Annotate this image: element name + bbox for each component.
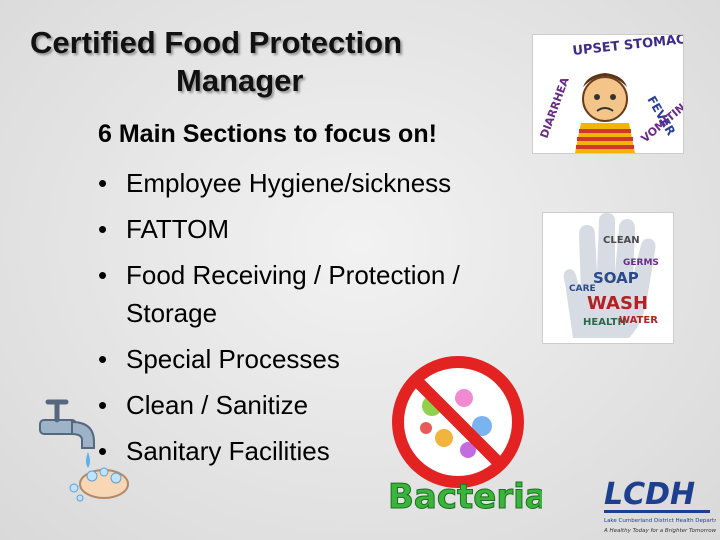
logo-tagline: A Healthy Today for a Brighter Tomorrow [603, 528, 716, 534]
hand-word: CLEAN [603, 235, 640, 246]
bullet-item: Sanitary Facilities [98, 432, 528, 470]
sick-person-icon: UPSET STOMACH DIARRHEA FEVER VOMITING [538, 31, 697, 153]
bullet-item: Employee Hygiene/sickness [98, 164, 528, 202]
hand-word: WATER [619, 315, 658, 326]
logo-icon: LCDH Lake Cumberland District Health Dep… [603, 477, 720, 534]
slide-title: Certified Food Protection Manager [30, 24, 500, 100]
bullet-list: Employee Hygiene/sickness FATTOM Food Re… [98, 164, 528, 478]
faucet-image [34, 392, 134, 504]
bullet-item: FATTOM [98, 210, 528, 248]
title-line-2: Manager [176, 63, 304, 98]
no-bacteria-icon: Bacteria [388, 356, 548, 518]
health-department-logo: LCDH Lake Cumberland District Health Dep… [598, 468, 720, 538]
sick-word: DIARRHEA [538, 75, 572, 140]
hand-word: SOAP [593, 269, 639, 287]
no-bacteria-image: Bacteria [382, 356, 548, 524]
hand-word: CARE [569, 284, 596, 294]
bacteria-label: Bacteria [388, 477, 542, 517]
hand-word: GERMS [623, 258, 659, 268]
sick-person-image: UPSET STOMACH DIARRHEA FEVER VOMITING [532, 31, 697, 154]
bullet-item: Special Processes [98, 340, 528, 378]
bullet-item: Food Receiving / Protection / Storage [98, 256, 528, 332]
title-line-1: Certified Food Protection [30, 25, 402, 60]
hand-icon: SOAP WASH CLEAN HEALTH GERMS WATER CARE [563, 213, 659, 338]
hand-word: WASH [587, 293, 648, 314]
bullet-item: Clean / Sanitize [98, 386, 528, 424]
section-heading: 6 Main Sections to focus on! [98, 120, 437, 148]
logo-line: Lake Cumberland District Health Departme… [604, 518, 716, 524]
sick-word: UPSET STOMACH [572, 35, 683, 59]
faucet-icon [39, 399, 129, 502]
logo-text: LCDH [604, 477, 695, 512]
handwashing-wordcloud-image: SOAP WASH CLEAN HEALTH GERMS WATER CARE [542, 212, 674, 344]
hand-word: HEALTH [583, 317, 626, 328]
